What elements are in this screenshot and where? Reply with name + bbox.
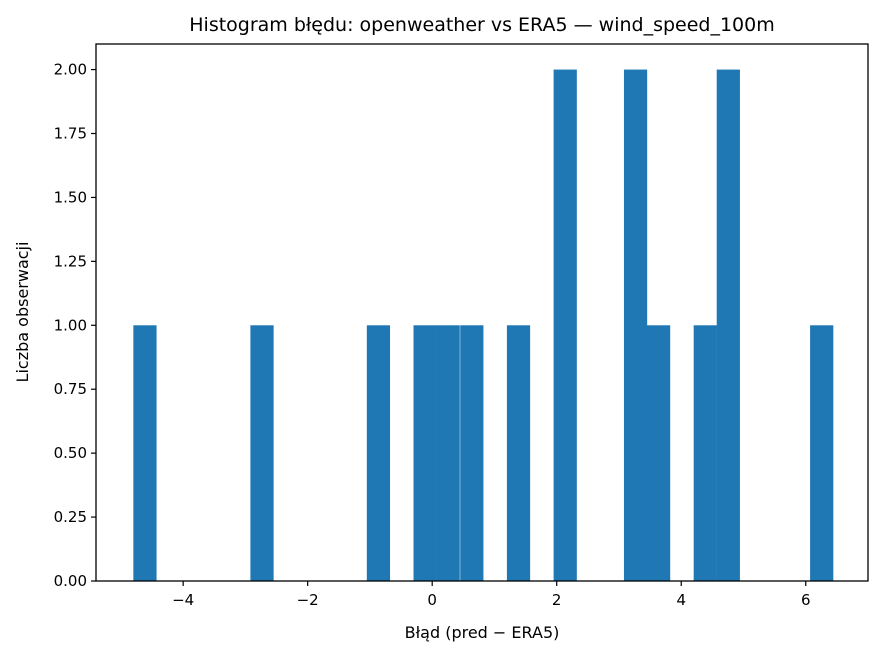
bars-group	[133, 69, 834, 581]
x-tick-label: 6	[801, 591, 811, 609]
histogram-bar-1	[250, 325, 274, 581]
histogram-bar-0	[133, 325, 157, 581]
y-tick-label: 1.50	[54, 188, 87, 206]
x-tick-label: 2	[552, 591, 562, 609]
chart-title: Histogram błędu: openweather vs ERA5 — w…	[189, 14, 775, 36]
histogram-bar-7	[553, 69, 577, 581]
y-tick-label: 0.00	[54, 572, 87, 590]
x-tick-label: 0	[427, 591, 437, 609]
y-axis-label: Liczba obserwacji	[13, 242, 32, 383]
histogram-bar-4	[436, 325, 460, 581]
y-tick-label: 1.25	[54, 252, 87, 270]
histogram-bar-3	[413, 325, 437, 581]
plot-frame	[95, 43, 869, 582]
y-tick-label: 1.75	[54, 125, 87, 143]
histogram-bar-5	[460, 325, 484, 581]
x-axis-ticks: −4 −2 0 2 4 6	[172, 581, 811, 609]
y-tick-label: 0.75	[54, 380, 87, 398]
histogram-bar-11	[716, 69, 740, 581]
x-axis-label: Błąd (pred − ERA5)	[405, 623, 560, 642]
x-tick-label: 4	[676, 591, 686, 609]
y-tick-label: 2.00	[54, 61, 87, 79]
x-tick-label: −4	[172, 591, 194, 609]
histogram-bar-12	[810, 325, 834, 581]
histogram-bar-10	[693, 325, 717, 581]
y-tick-label: 1.00	[54, 316, 87, 334]
y-tick-label: 0.25	[54, 508, 87, 526]
histogram-bar-6	[506, 325, 531, 581]
y-tick-label: 0.50	[54, 444, 87, 462]
histogram-bar-8	[623, 69, 648, 581]
histogram-bar-2	[366, 325, 391, 581]
x-tick-label: −2	[297, 591, 319, 609]
y-axis-ticks: 0.00 0.25 0.50 0.75 1.00 1.25 1.50 1.75 2.00	[54, 61, 96, 590]
histogram-bar-9	[646, 325, 671, 581]
